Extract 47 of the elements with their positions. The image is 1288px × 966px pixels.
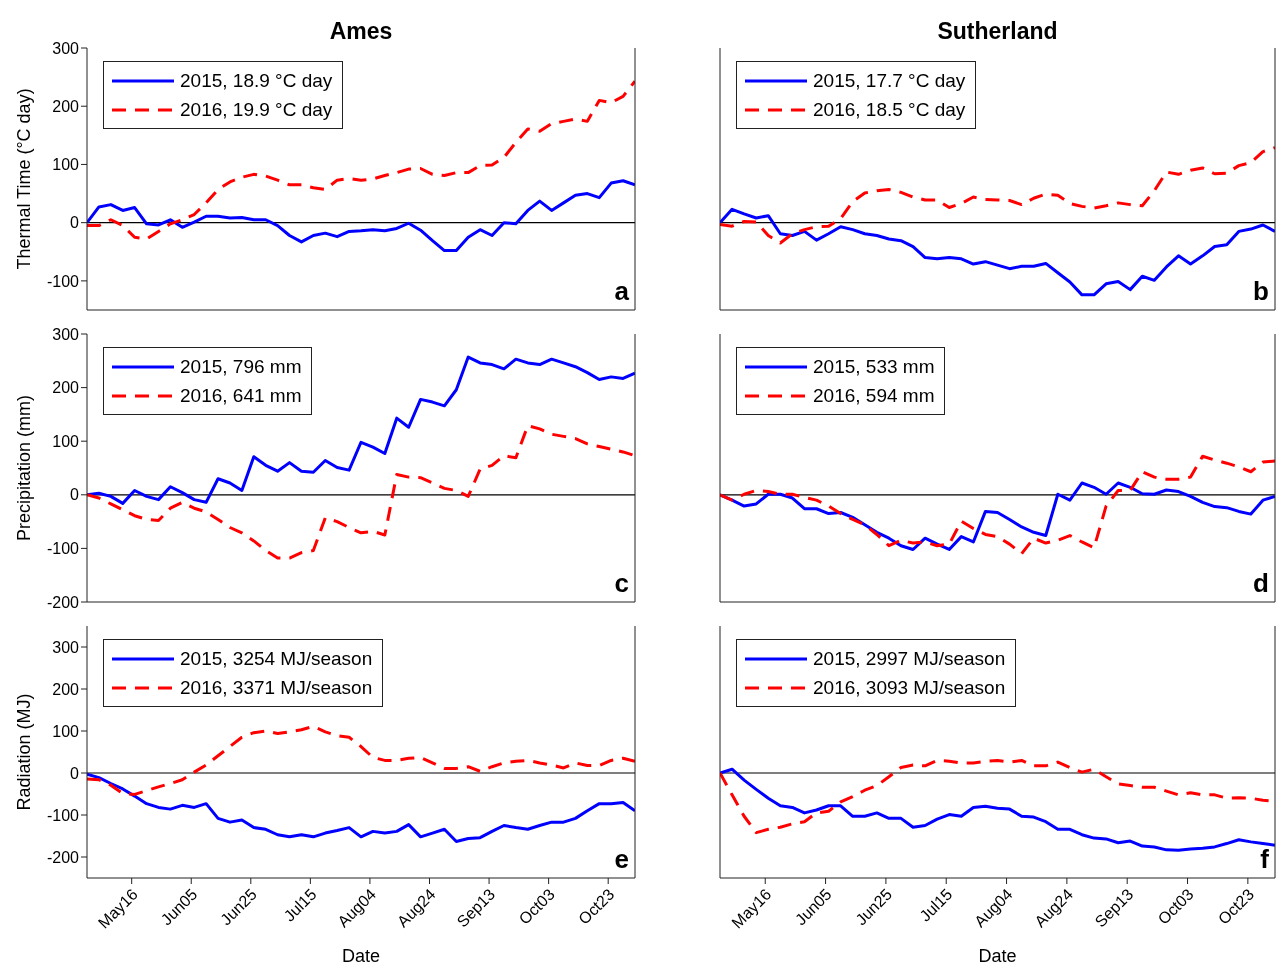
line-series [87, 772, 635, 843]
line-series [87, 355, 635, 505]
y-tick-label: 0 [70, 214, 80, 232]
annotation: f [1260, 844, 1269, 875]
annotation: e [614, 844, 629, 875]
legend-label: 2016, 594 mm [813, 384, 935, 407]
legend-label: 2015, 18.9 °C day [180, 69, 333, 92]
y-axis-title: Thermal Time (°C day) [14, 88, 35, 270]
y-tick-label: 300 [52, 39, 80, 57]
y-tick-label: 0 [70, 486, 80, 504]
legend-label: 2015, 17.7 °C day [813, 69, 966, 92]
legend-label: 2016, 641 mm [180, 384, 302, 407]
y-tick-label: -200 [46, 593, 80, 611]
y-tick-label: -200 [46, 848, 80, 866]
y-tick-label: 100 [52, 432, 80, 450]
line-series [87, 724, 635, 796]
legend-label: 2015, 796 mm [180, 355, 302, 378]
y-tick-label: 100 [52, 722, 80, 740]
y-tick-label: 100 [52, 156, 80, 174]
y-tick-label: 300 [52, 638, 80, 656]
chart-title: Ames [328, 18, 394, 45]
y-tick-label: -100 [46, 272, 80, 290]
y-tick-label: -100 [46, 540, 80, 558]
annotation: b [1253, 276, 1269, 307]
legend-label: 2015, 533 mm [813, 355, 935, 378]
y-tick-label: 200 [52, 379, 80, 397]
line-series [87, 424, 635, 560]
annotation: d [1253, 568, 1269, 599]
y-tick-label: 0 [70, 764, 80, 782]
y-tick-label: -100 [46, 806, 80, 824]
line-series [87, 179, 635, 253]
x-axis-title: Date [978, 946, 1017, 966]
x-axis-title: Date [341, 946, 381, 966]
chart-title: Sutherland [936, 18, 1059, 45]
annotation: c [614, 568, 629, 599]
legend-label: 2016, 18.5 °C day [813, 98, 966, 121]
y-axis-title: Precipitation (mm) [14, 394, 35, 542]
legend-label: 2016, 3371 MJ/season [180, 676, 373, 699]
annotation: a [614, 276, 629, 307]
legend-label: 2016, 3093 MJ/season [813, 676, 1006, 699]
y-tick-label: 200 [52, 97, 80, 115]
legend-label: 2015, 2997 MJ/season [813, 647, 1006, 670]
legend-label: 2015, 3254 MJ/season [180, 647, 373, 670]
y-tick-label: 300 [52, 325, 80, 343]
y-axis-title: Radiation (MJ) [14, 693, 35, 811]
legend-label: 2016, 19.9 °C day [180, 98, 333, 121]
y-tick-label: 200 [52, 680, 80, 698]
